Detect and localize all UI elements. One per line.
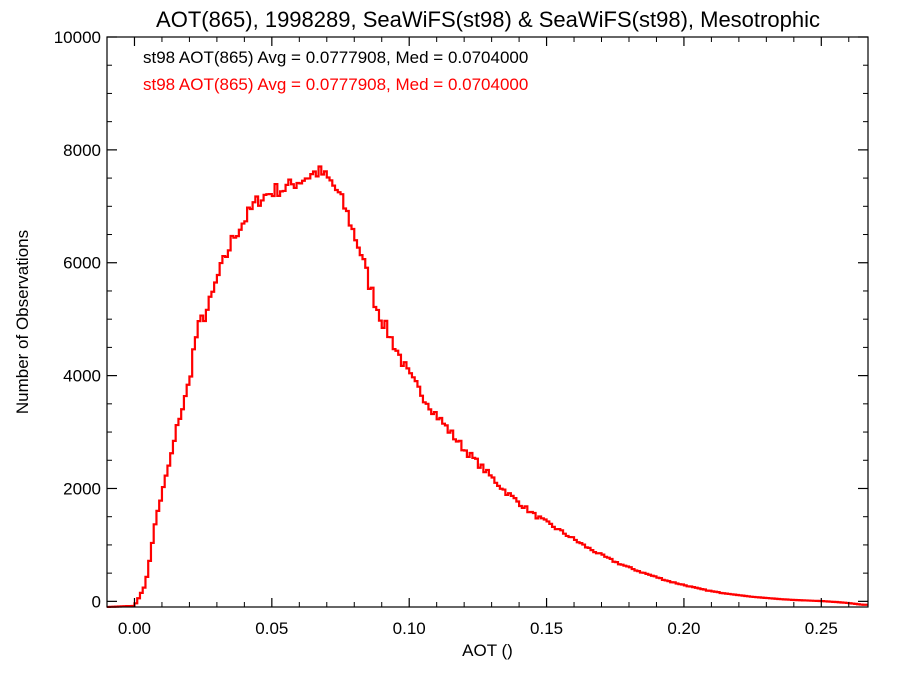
plot-area bbox=[107, 165, 868, 609]
legend-stats-text: st98 AOT(865) Avg = 0.0777908, Med = 0.0… bbox=[143, 75, 528, 94]
x-axis-ticks: 0.00 0.05 0.10 0.15 0.20 0.25 bbox=[118, 37, 850, 638]
x-tick-label: 0.15 bbox=[530, 619, 563, 638]
y-tick-label: 2000 bbox=[63, 479, 101, 498]
y-axis-title: Number of Observations bbox=[13, 230, 32, 414]
y-tick-label: 10000 bbox=[54, 28, 101, 47]
y-axis-ticks: 0 2000 4000 6000 8000 10000 bbox=[54, 28, 868, 611]
x-tick-label: 0.05 bbox=[255, 619, 288, 638]
x-tick-label: 0.00 bbox=[118, 619, 151, 638]
y-tick-label: 4000 bbox=[63, 367, 101, 386]
x-tick-label: 0.25 bbox=[805, 619, 838, 638]
x-axis-title: AOT () bbox=[462, 641, 513, 660]
y-tick-label: 6000 bbox=[63, 254, 101, 273]
chart-title: AOT(865), 1998289, SeaWiFS(st98) & SeaWi… bbox=[156, 7, 820, 32]
y-tick-label: 8000 bbox=[63, 141, 101, 160]
histogram-series-line bbox=[107, 165, 868, 609]
x-tick-label: 0.20 bbox=[667, 619, 700, 638]
axes-frame bbox=[106, 36, 869, 608]
x-tick-label: 0.10 bbox=[393, 619, 426, 638]
legend-stats-text: st98 AOT(865) Avg = 0.0777908, Med = 0.0… bbox=[143, 48, 528, 67]
y-tick-label: 0 bbox=[92, 592, 101, 611]
stats-legend: st98 AOT(865) Avg = 0.0777908, Med = 0.0… bbox=[143, 48, 528, 94]
